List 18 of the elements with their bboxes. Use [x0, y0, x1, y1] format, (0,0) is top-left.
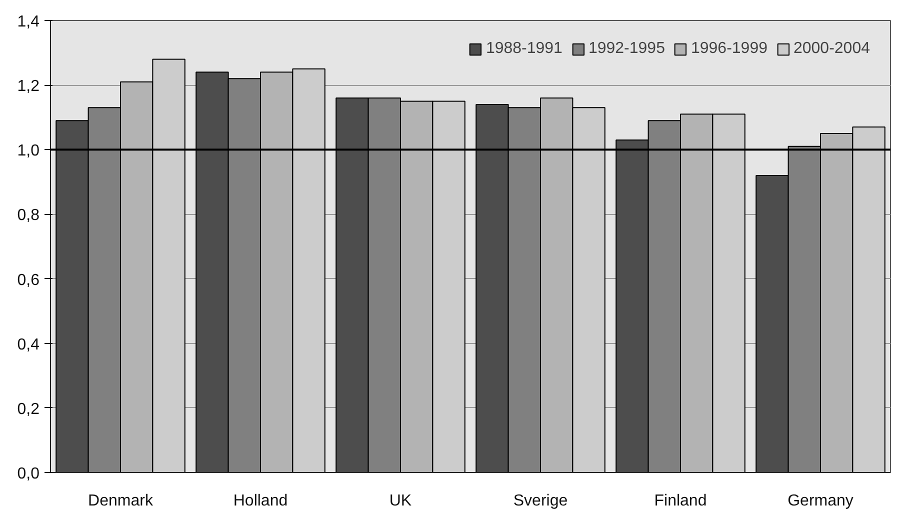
y-tick-label: 0,6	[17, 272, 40, 289]
x-tick-label: Denmark	[88, 492, 154, 510]
x-tick-label: Holland	[233, 492, 288, 510]
y-tick-label: 0,0	[17, 466, 40, 482]
y-tick-label: 0,4	[17, 336, 40, 354]
y-tick-label: 1,2	[17, 78, 40, 96]
x-tick-label: Finland	[654, 492, 707, 510]
legend-label: 1996-1999	[690, 40, 768, 58]
x-tick-label: UK	[389, 492, 412, 510]
legend-label: 1988-1991	[486, 40, 562, 58]
y-tick-label: 1,0	[17, 142, 40, 160]
y-tick-label: 0,8	[17, 207, 40, 224]
y-tick-label: 0,2	[17, 400, 40, 418]
x-tick-label: Germany	[788, 492, 854, 510]
y-tick-label: 1,4	[17, 14, 40, 30]
legend-label: 2000-2004	[793, 40, 870, 58]
legend-label: 1992-1995	[588, 40, 665, 58]
x-tick-label: Sverige	[513, 492, 568, 510]
